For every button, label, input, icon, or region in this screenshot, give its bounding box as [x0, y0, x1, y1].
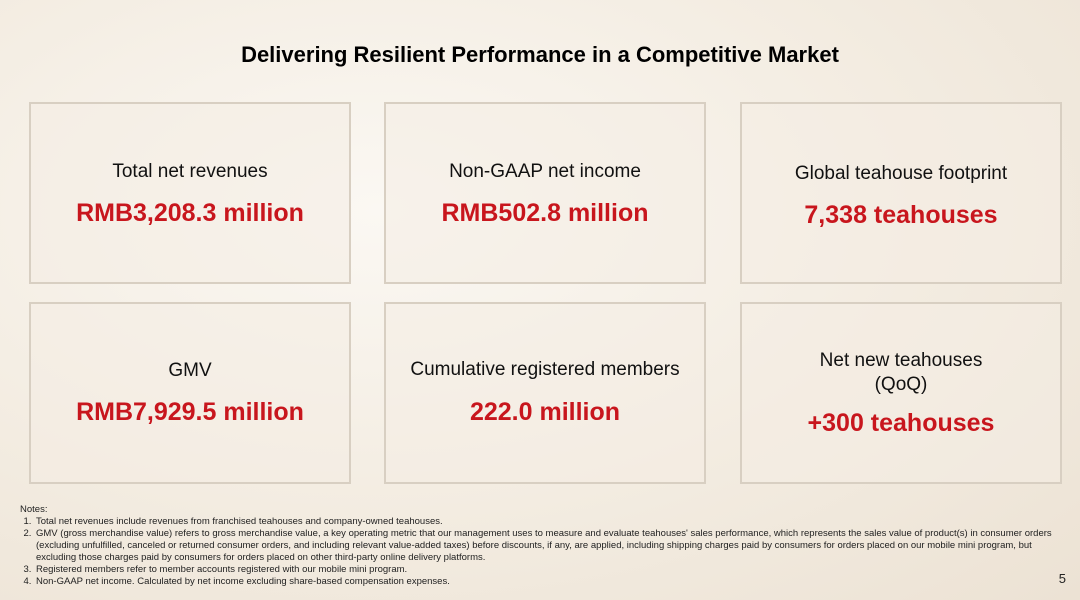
notes-heading: Notes:: [20, 504, 48, 515]
card-label: Net new teahouses (QoQ): [819, 350, 983, 395]
net-new-teahouses-card: Net new teahouses (QoQ) +300 teahouses: [740, 302, 1062, 484]
card-value: 222.0 million: [469, 398, 621, 426]
note-item: GMV (gross merchandise value) refers to …: [34, 528, 1060, 564]
card-value: RMB502.8 million: [441, 199, 649, 227]
note-item: Total net revenues include revenues from…: [34, 516, 1060, 528]
card-value: RMB3,208.3 million: [76, 199, 304, 227]
page-number: 5: [1058, 571, 1066, 586]
card-value: +300 teahouses: [807, 409, 995, 437]
slide-title: Delivering Resilient Performance in a Co…: [241, 42, 839, 67]
note-item: Registered members refer to member accou…: [34, 564, 1060, 576]
card-label: Total net revenues: [112, 161, 268, 182]
card-value: 7,338 teahouses: [804, 201, 998, 229]
non-gaap-net-income-card: Non-GAAP net income RMB502.8 million: [384, 102, 706, 284]
card-label: Global teahouse footprint: [794, 163, 1008, 184]
total-net-revenues-card: Total net revenues RMB3,208.3 million: [29, 102, 351, 284]
cumulative-registered-members-card: Cumulative registered members 222.0 mill…: [384, 302, 706, 484]
card-label: Cumulative registered members: [410, 359, 680, 380]
notes-section: Notes: Total net revenues include revenu…: [20, 504, 1060, 588]
note-item: Non-GAAP net income. Calculated by net i…: [34, 576, 1060, 588]
card-label: GMV: [168, 360, 212, 381]
global-teahouse-footprint-card: Global teahouse footprint 7,338 teahouse…: [740, 102, 1062, 284]
card-label: Non-GAAP net income: [449, 161, 641, 182]
notes-list: Total net revenues include revenues from…: [20, 516, 1060, 588]
card-value: RMB7,929.5 million: [76, 398, 304, 426]
gmv-card: GMV RMB7,929.5 million: [29, 302, 351, 484]
